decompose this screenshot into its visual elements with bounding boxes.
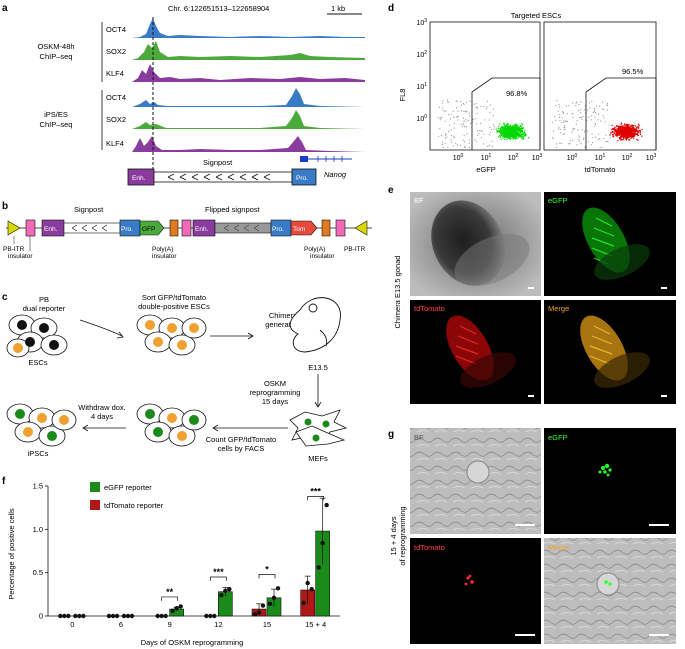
track-oct4-2 (132, 88, 365, 107)
track-sox2-2 (132, 110, 365, 129)
locus-label: Chr. 6:122651513–122658904 (168, 4, 269, 13)
enh-label-a: Enh. (132, 175, 146, 182)
nanog-label: Nanog (324, 170, 347, 179)
track-label-sox2-2: SOX2 (106, 115, 126, 124)
group2-line1: iPS/ES (44, 110, 68, 119)
track-label-oct4-1: OCT4 (106, 25, 126, 34)
track-label-klf4-1: KLF4 (106, 69, 124, 78)
pro-box-a (291, 168, 317, 186)
track-klf4-1 (132, 64, 365, 82)
track-label-klf4-2: KLF4 (106, 139, 124, 148)
group1-line2: ChIP–seq (40, 52, 73, 61)
track-sox2-1 (132, 41, 365, 60)
track-label-sox2-1: SOX2 (106, 47, 126, 56)
track-oct4-1 (132, 18, 365, 38)
group2-line2: ChIP–seq (40, 120, 73, 129)
track-klf4-2 (132, 136, 365, 152)
pro-label-a: Pro. (296, 175, 308, 182)
panel-a-letter: a (2, 3, 8, 14)
group1-line1: OSKM-48h (37, 42, 74, 51)
signpost-label-a: Signpost (203, 158, 233, 167)
track-label-oct4-2: OCT4 (106, 93, 126, 102)
scale-label: 1 kb (331, 4, 345, 13)
